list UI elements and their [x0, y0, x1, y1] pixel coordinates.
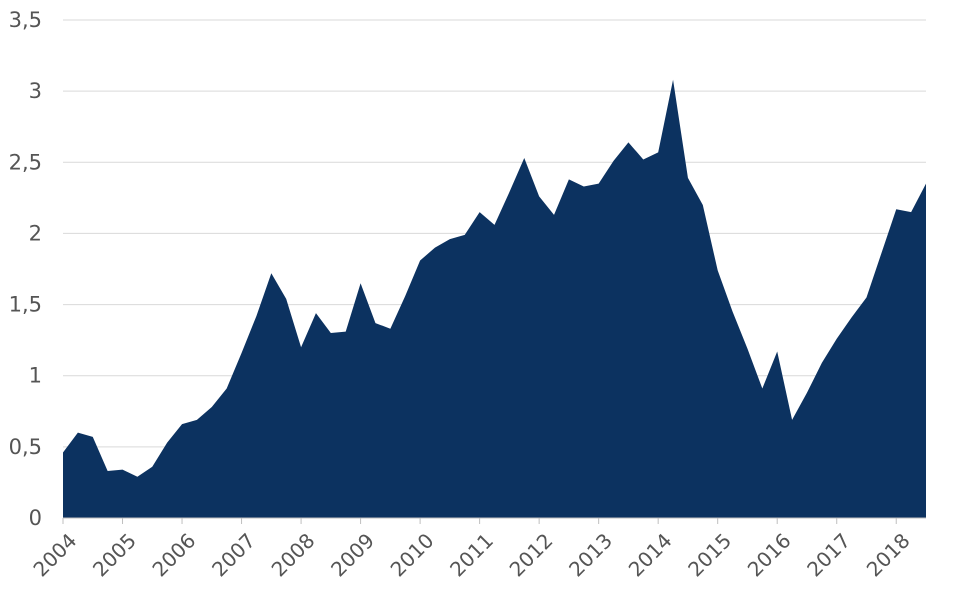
x-tick-label: 2017	[802, 528, 855, 581]
y-tick-label: 1,5	[9, 293, 42, 317]
x-tick-label: 2011	[445, 528, 498, 581]
y-axis: 0 0,5 1 1,5 2 2,5 3 3,5	[9, 8, 42, 530]
x-tick-label: 2008	[267, 528, 320, 581]
y-tick-label: 1	[29, 364, 42, 388]
y-tick-label: 3,5	[9, 8, 42, 32]
y-tick-label: 2,5	[9, 150, 42, 174]
y-tick-label: 2	[29, 221, 42, 245]
x-tick-label: 2014	[624, 528, 677, 581]
x-tick-label: 2006	[148, 528, 201, 581]
x-tick-label: 2007	[207, 528, 260, 581]
y-tick-label: 0	[29, 506, 42, 530]
x-axis	[62, 517, 926, 524]
x-tick-label: 2015	[683, 528, 736, 581]
y-tick-label: 3	[29, 79, 42, 103]
plot-area	[63, 79, 926, 518]
x-tick-label: 2009	[326, 528, 379, 581]
x-tick-label: 2004	[28, 528, 81, 581]
x-tick-label: 2012	[505, 528, 558, 581]
x-axis-labels: 2004 2005 2006 2007 2008 2009 2010 2011 2012 2013…	[28, 528, 914, 581]
x-tick-label: 2013	[564, 528, 617, 581]
x-tick-label: 2005	[88, 528, 141, 581]
x-tick-label: 2010	[386, 528, 439, 581]
area-series	[63, 79, 926, 518]
y-tick-label: 0,5	[9, 435, 42, 459]
x-tick-label: 2018	[862, 528, 915, 581]
x-tick-label: 2016	[743, 528, 796, 581]
